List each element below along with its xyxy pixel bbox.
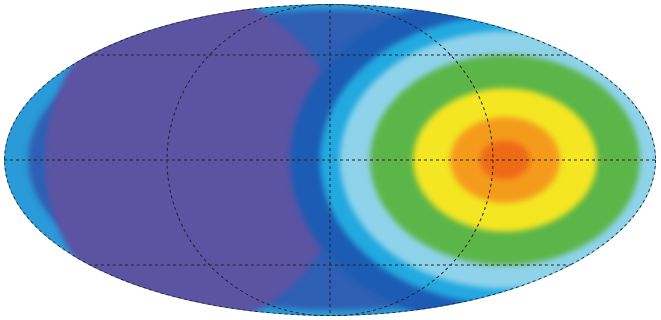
graticule bbox=[4, 4, 656, 316]
meridian bbox=[166, 4, 494, 316]
background-band bbox=[45, 4, 345, 316]
map-border bbox=[4, 4, 656, 316]
